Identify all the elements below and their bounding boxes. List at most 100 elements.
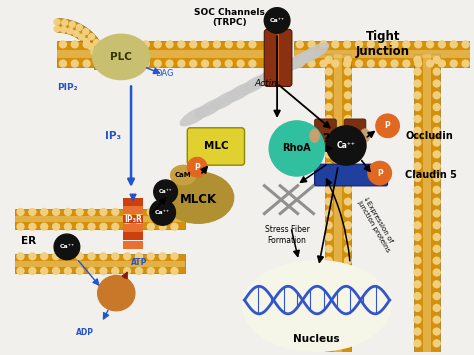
Circle shape — [54, 234, 80, 260]
Text: Nucleus: Nucleus — [293, 334, 340, 344]
Circle shape — [345, 92, 351, 99]
Circle shape — [88, 253, 95, 260]
Circle shape — [64, 208, 72, 215]
Circle shape — [414, 115, 421, 122]
Circle shape — [325, 328, 332, 335]
Circle shape — [17, 253, 24, 260]
Circle shape — [124, 208, 130, 215]
Circle shape — [414, 305, 421, 311]
Circle shape — [450, 60, 457, 67]
Circle shape — [325, 175, 332, 181]
Circle shape — [433, 210, 440, 217]
Circle shape — [136, 268, 142, 274]
Circle shape — [72, 41, 78, 48]
Circle shape — [171, 268, 178, 274]
Circle shape — [213, 60, 220, 67]
Circle shape — [345, 281, 351, 288]
Circle shape — [325, 198, 332, 205]
Ellipse shape — [360, 129, 370, 143]
Polygon shape — [15, 217, 185, 222]
Circle shape — [112, 253, 118, 260]
Circle shape — [53, 253, 60, 260]
Circle shape — [29, 268, 36, 274]
Circle shape — [433, 328, 440, 335]
Circle shape — [345, 234, 351, 240]
Circle shape — [391, 60, 398, 67]
Circle shape — [100, 208, 107, 215]
Text: DAG: DAG — [155, 69, 173, 78]
Circle shape — [433, 104, 440, 110]
Circle shape — [414, 186, 421, 193]
Circle shape — [433, 80, 440, 87]
Circle shape — [178, 60, 185, 67]
Polygon shape — [15, 261, 185, 267]
Circle shape — [325, 127, 332, 134]
Circle shape — [100, 253, 107, 260]
Ellipse shape — [254, 67, 284, 87]
Circle shape — [237, 60, 244, 67]
Circle shape — [414, 127, 421, 134]
Circle shape — [325, 340, 332, 347]
Circle shape — [136, 223, 142, 230]
Polygon shape — [423, 54, 431, 352]
Circle shape — [95, 62, 100, 68]
Ellipse shape — [298, 43, 329, 63]
Circle shape — [414, 175, 421, 181]
Circle shape — [325, 293, 332, 300]
Circle shape — [178, 41, 185, 48]
Circle shape — [76, 223, 83, 230]
Circle shape — [368, 161, 392, 185]
Circle shape — [414, 92, 421, 99]
Circle shape — [76, 24, 82, 31]
Circle shape — [379, 41, 386, 48]
Polygon shape — [294, 41, 471, 67]
Circle shape — [345, 269, 351, 276]
Circle shape — [433, 316, 440, 323]
Circle shape — [64, 268, 72, 274]
Circle shape — [88, 44, 94, 49]
FancyBboxPatch shape — [187, 128, 245, 165]
Text: Ca⁺⁺: Ca⁺⁺ — [270, 18, 285, 23]
Circle shape — [159, 223, 166, 230]
Ellipse shape — [180, 106, 210, 126]
Circle shape — [53, 208, 60, 215]
Circle shape — [154, 180, 177, 203]
Circle shape — [327, 126, 366, 165]
Circle shape — [414, 293, 421, 300]
Circle shape — [154, 41, 161, 48]
Circle shape — [53, 223, 60, 230]
Circle shape — [345, 127, 351, 134]
Circle shape — [433, 92, 440, 99]
Circle shape — [76, 208, 83, 215]
Polygon shape — [57, 41, 266, 67]
Circle shape — [147, 268, 154, 274]
Circle shape — [415, 60, 422, 67]
Circle shape — [112, 223, 118, 230]
Text: P: P — [377, 169, 383, 178]
Circle shape — [433, 257, 440, 264]
Circle shape — [264, 8, 290, 33]
Circle shape — [159, 208, 166, 215]
Circle shape — [345, 139, 351, 146]
Circle shape — [142, 41, 149, 48]
Circle shape — [190, 41, 197, 48]
Circle shape — [76, 268, 83, 274]
Circle shape — [332, 60, 339, 67]
Circle shape — [414, 257, 421, 264]
Circle shape — [414, 80, 421, 87]
Circle shape — [325, 139, 332, 146]
Circle shape — [325, 245, 332, 252]
Circle shape — [345, 293, 351, 300]
Circle shape — [93, 55, 100, 61]
Circle shape — [107, 41, 114, 48]
Text: ATP: ATP — [131, 258, 147, 267]
Polygon shape — [414, 54, 440, 352]
Circle shape — [332, 41, 339, 48]
Text: Occludin: Occludin — [405, 131, 453, 141]
Circle shape — [433, 186, 440, 193]
Circle shape — [69, 21, 75, 27]
Ellipse shape — [92, 34, 150, 80]
Circle shape — [154, 60, 161, 67]
Circle shape — [320, 60, 327, 67]
Polygon shape — [57, 50, 266, 58]
